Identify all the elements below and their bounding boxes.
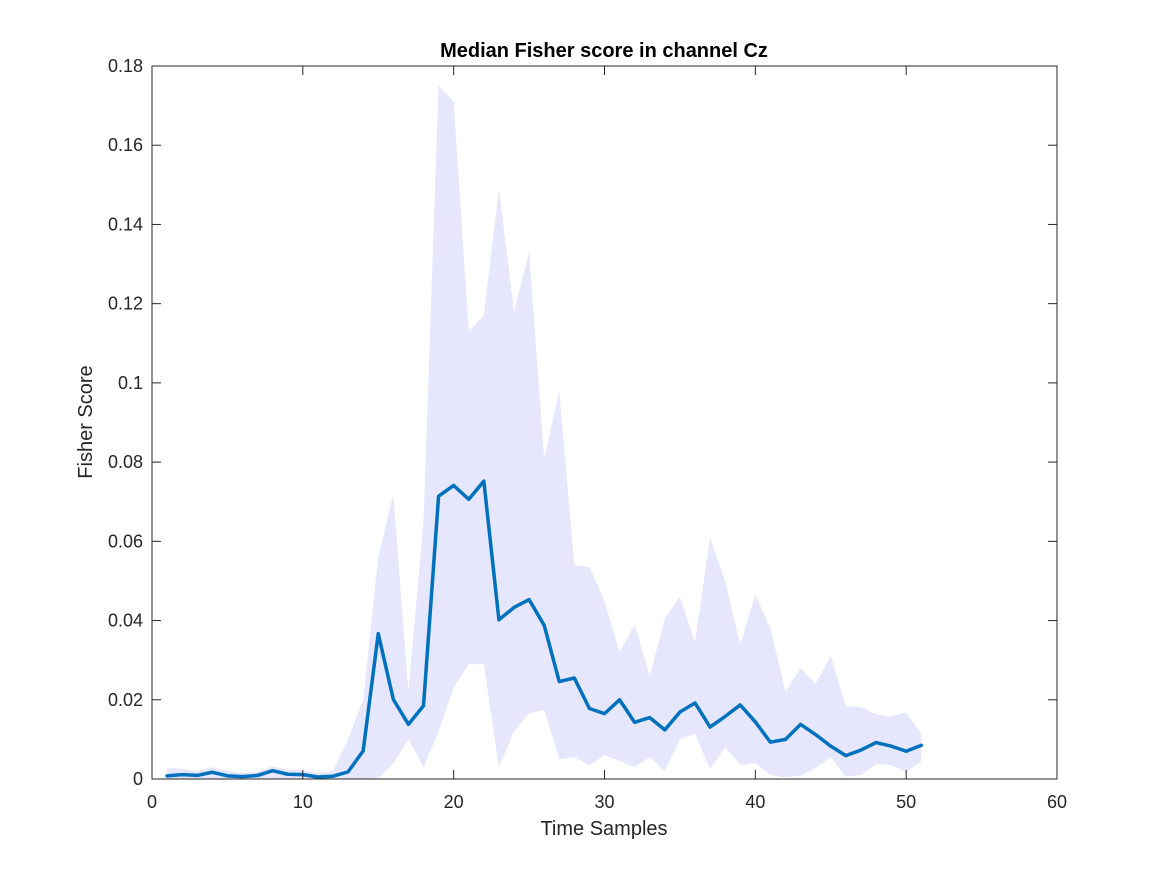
data-point	[829, 744, 832, 748]
data-point	[859, 748, 863, 752]
y-tick-label: 0.02	[108, 690, 143, 710]
ticks-layer: 0 10 20 30 40 50 60 0 0.02 0.04 0.06 0.08 0.1 0.12 0.1…	[108, 56, 1067, 812]
data-point	[874, 741, 878, 744]
data-point	[165, 774, 169, 778]
data-point	[693, 701, 697, 705]
data-point	[241, 775, 244, 778]
data-point	[452, 484, 455, 487]
data-point	[286, 773, 289, 776]
y-axis-label: Fisher Score	[75, 365, 97, 478]
data-point	[573, 676, 576, 680]
data-point	[407, 723, 410, 726]
y-tick-label: 0.12	[108, 294, 143, 314]
y-tick-label: 0.08	[108, 452, 143, 472]
y-tick-label: 0	[133, 769, 143, 789]
data-point	[814, 733, 817, 736]
data-point	[256, 774, 259, 777]
y-tick-label: 0.18	[108, 56, 143, 76]
data-point	[648, 716, 651, 719]
data-point	[316, 775, 320, 779]
data-point	[377, 632, 380, 635]
data-point	[618, 698, 621, 701]
x-tick-label: 10	[293, 792, 313, 812]
data-point	[467, 498, 470, 501]
y-tick-label: 0.1	[118, 373, 143, 393]
data-point	[226, 774, 229, 778]
x-tick-label: 20	[444, 792, 464, 812]
confidence-band	[167, 85, 922, 779]
data-point	[422, 704, 425, 707]
data-point	[663, 728, 667, 732]
data-point	[739, 703, 742, 707]
data-point	[678, 710, 682, 714]
x-tick-label: 30	[594, 792, 614, 812]
data-point	[723, 715, 727, 718]
chart-title: Median Fisher score in channel Cz	[440, 40, 768, 62]
band-layer	[167, 85, 922, 779]
data-point	[920, 744, 923, 747]
data-point	[844, 754, 848, 757]
data-point	[482, 479, 486, 483]
y-tick-label: 0.06	[108, 531, 143, 551]
data-point	[889, 744, 893, 748]
y-tick-label: 0.16	[108, 135, 143, 155]
data-point	[527, 598, 531, 601]
y-tick-label: 0.14	[108, 214, 143, 234]
data-point	[603, 712, 606, 715]
data-point	[211, 771, 214, 774]
y-tick-label: 0.04	[108, 611, 143, 631]
data-point	[180, 773, 184, 776]
data-point	[271, 769, 274, 772]
data-point	[497, 618, 501, 621]
data-point	[558, 680, 561, 683]
data-point	[708, 725, 712, 729]
data-point	[361, 749, 365, 753]
data-point	[392, 698, 395, 701]
data-point	[799, 723, 802, 726]
x-tick-label: 40	[745, 792, 765, 812]
x-tick-label: 0	[147, 792, 157, 812]
x-tick-label: 50	[896, 792, 916, 812]
data-point	[769, 740, 772, 744]
x-axis-label: Time Samples	[540, 818, 667, 840]
data-point	[196, 774, 199, 777]
data-point	[784, 738, 787, 741]
data-point	[437, 494, 440, 498]
data-point	[588, 707, 591, 710]
data-point	[331, 775, 335, 778]
data-point	[542, 624, 546, 627]
data-point	[633, 721, 636, 724]
data-point	[512, 606, 516, 609]
x-tick-label: 60	[1047, 792, 1067, 812]
data-point	[346, 770, 350, 774]
data-point	[904, 750, 908, 753]
data-point	[754, 720, 757, 724]
